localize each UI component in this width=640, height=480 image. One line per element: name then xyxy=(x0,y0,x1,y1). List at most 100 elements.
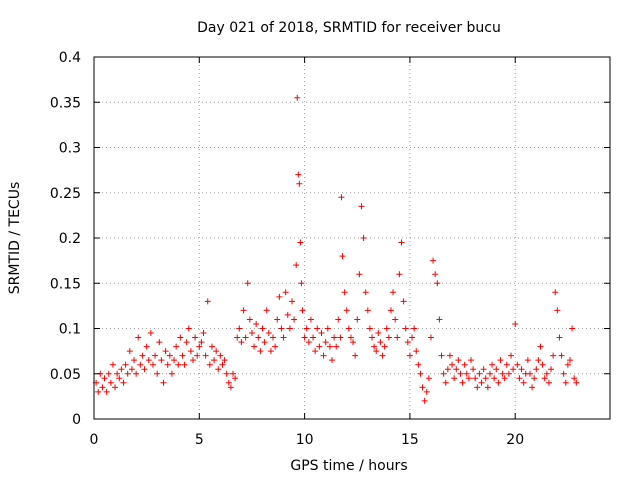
data-point xyxy=(143,343,150,350)
data-point xyxy=(257,348,264,355)
data-point xyxy=(394,334,401,341)
data-point xyxy=(512,320,519,327)
data-point xyxy=(189,357,196,364)
data-point xyxy=(449,361,456,368)
data-point xyxy=(187,348,194,355)
data-point xyxy=(446,352,453,359)
axis-ticks: 0 5 10 15 20 0 0.05 0.1 0.15 0.2 0.25 0.3 0.35 0.4 xyxy=(50,50,610,448)
data-point xyxy=(223,370,230,377)
data-point xyxy=(518,366,525,373)
data-point xyxy=(554,307,561,314)
data-point xyxy=(124,370,131,377)
data-point xyxy=(478,379,485,386)
x-tick-label: 0 xyxy=(90,432,99,448)
data-point xyxy=(238,339,245,346)
data-point xyxy=(158,357,165,364)
data-point xyxy=(324,325,331,332)
data-point xyxy=(333,343,340,350)
y-tick-label: 0.15 xyxy=(50,276,81,292)
data-point xyxy=(318,330,325,337)
data-point xyxy=(278,325,285,332)
data-point xyxy=(489,361,496,368)
data-point xyxy=(296,180,303,187)
data-point xyxy=(232,375,239,382)
data-point xyxy=(375,330,382,337)
data-point xyxy=(347,334,354,341)
data-point xyxy=(202,352,209,359)
data-point xyxy=(293,262,300,269)
data-point xyxy=(499,370,506,377)
data-point xyxy=(217,352,224,359)
data-point xyxy=(301,334,308,341)
data-point xyxy=(299,307,306,314)
data-point xyxy=(255,334,262,341)
data-point xyxy=(242,334,249,341)
data-point xyxy=(175,361,182,368)
data-point xyxy=(442,379,449,386)
data-point xyxy=(316,343,323,350)
data-point xyxy=(545,379,552,386)
data-point xyxy=(171,357,178,364)
data-point xyxy=(495,379,502,386)
data-point xyxy=(305,339,312,346)
data-point xyxy=(354,316,361,323)
data-point xyxy=(552,289,559,296)
data-point xyxy=(377,339,384,346)
data-point xyxy=(398,239,405,246)
data-point xyxy=(564,361,571,368)
data-point xyxy=(345,325,352,332)
data-point xyxy=(385,334,392,341)
data-point xyxy=(432,271,439,278)
data-point xyxy=(240,307,247,314)
data-point xyxy=(543,370,550,377)
data-point xyxy=(516,375,523,382)
data-point xyxy=(145,357,152,364)
data-point xyxy=(339,253,346,260)
data-point xyxy=(112,384,119,391)
data-point xyxy=(122,361,129,368)
y-tick-label: 0.2 xyxy=(59,231,81,247)
data-point xyxy=(373,348,380,355)
data-point xyxy=(288,298,295,305)
data-point xyxy=(451,375,458,382)
data-point xyxy=(415,361,422,368)
data-point xyxy=(320,352,327,359)
data-point xyxy=(484,384,491,391)
data-point xyxy=(261,339,268,346)
x-tick-label: 15 xyxy=(401,432,419,448)
data-point xyxy=(114,370,121,377)
y-tick-label: 0.1 xyxy=(59,322,81,338)
data-point xyxy=(192,334,199,341)
data-point xyxy=(343,307,350,314)
data-point xyxy=(99,384,106,391)
data-point xyxy=(177,334,184,341)
data-point xyxy=(419,384,426,391)
data-point xyxy=(438,352,445,359)
data-point xyxy=(356,271,363,278)
data-point xyxy=(413,348,420,355)
data-point xyxy=(126,348,133,355)
data-point xyxy=(267,348,274,355)
data-point xyxy=(312,348,319,355)
data-point xyxy=(461,361,468,368)
data-point xyxy=(208,343,215,350)
data-point xyxy=(430,257,437,264)
data-point xyxy=(298,280,305,287)
data-point xyxy=(164,361,171,368)
data-point xyxy=(358,203,365,210)
data-point xyxy=(295,171,302,178)
data-point xyxy=(465,375,472,382)
data-point xyxy=(529,384,536,391)
data-point xyxy=(379,352,386,359)
data-point xyxy=(409,334,416,341)
data-point xyxy=(501,375,508,382)
data-point xyxy=(215,366,222,373)
data-point xyxy=(455,357,462,364)
data-point xyxy=(204,298,211,305)
data-point xyxy=(166,352,173,359)
data-point xyxy=(328,357,335,364)
data-point xyxy=(282,289,289,296)
data-point xyxy=(137,361,144,368)
data-point xyxy=(297,239,304,246)
